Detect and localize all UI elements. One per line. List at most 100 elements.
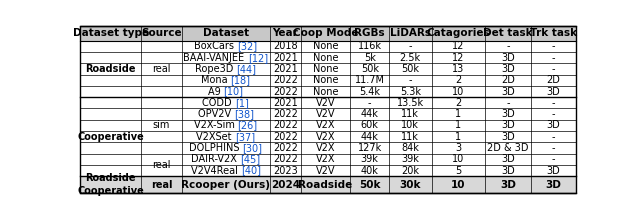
Text: [10]: [10] xyxy=(223,87,244,97)
Text: 2022: 2022 xyxy=(273,132,298,142)
Text: V2X-Sim: V2X-Sim xyxy=(193,120,237,130)
Text: 2021: 2021 xyxy=(273,98,298,108)
Text: 3D: 3D xyxy=(545,180,561,190)
Text: None: None xyxy=(313,41,339,51)
Text: 2022: 2022 xyxy=(273,75,298,85)
Text: 10: 10 xyxy=(452,87,465,97)
Text: 39k: 39k xyxy=(401,154,419,164)
Text: 2018: 2018 xyxy=(273,41,298,51)
Text: -: - xyxy=(408,75,412,85)
Text: Rope3D: Rope3D xyxy=(195,64,236,74)
Text: [44]: [44] xyxy=(236,64,257,74)
Text: V2XSet: V2XSet xyxy=(196,132,235,142)
Text: real: real xyxy=(152,160,171,170)
Text: 50k: 50k xyxy=(359,180,380,190)
Text: 13: 13 xyxy=(452,64,465,74)
Text: DOLPHINS: DOLPHINS xyxy=(189,143,243,153)
Text: 12: 12 xyxy=(452,53,465,63)
Text: 3D: 3D xyxy=(501,87,515,97)
Text: 2022: 2022 xyxy=(273,154,298,164)
Text: 2022: 2022 xyxy=(273,143,298,153)
Text: -: - xyxy=(552,41,555,51)
Text: 3D: 3D xyxy=(501,154,515,164)
Text: [32]: [32] xyxy=(237,41,257,51)
Text: real: real xyxy=(151,180,172,190)
Text: -: - xyxy=(552,109,555,119)
Text: 3D: 3D xyxy=(547,166,560,176)
Text: [26]: [26] xyxy=(237,120,258,130)
Text: [1]: [1] xyxy=(235,98,249,108)
Text: LiDARs: LiDARs xyxy=(390,28,431,38)
Text: -: - xyxy=(552,132,555,142)
Text: -: - xyxy=(552,143,555,153)
Text: [40]: [40] xyxy=(241,166,260,176)
Text: 2D: 2D xyxy=(547,75,560,85)
Text: 50k: 50k xyxy=(361,64,379,74)
Text: -: - xyxy=(552,154,555,164)
Text: V2X: V2X xyxy=(316,120,335,130)
Text: 84k: 84k xyxy=(401,143,419,153)
Text: Rcooper (Ours): Rcooper (Ours) xyxy=(181,180,270,190)
Bar xyxy=(80,176,576,193)
Text: 44k: 44k xyxy=(361,109,379,119)
Text: 3: 3 xyxy=(455,143,461,153)
Text: Dataset type: Dataset type xyxy=(73,28,148,38)
Text: 2022: 2022 xyxy=(273,87,298,97)
Text: 2D: 2D xyxy=(501,75,515,85)
Text: 3D: 3D xyxy=(547,87,560,97)
Text: 116k: 116k xyxy=(358,41,381,51)
Text: V2V4Real: V2V4Real xyxy=(191,166,241,176)
Text: 11.7M: 11.7M xyxy=(355,75,385,85)
Text: Coop Mode: Coop Mode xyxy=(293,28,358,38)
Text: 3D: 3D xyxy=(501,64,515,74)
Text: 2024: 2024 xyxy=(271,180,300,190)
Text: 2: 2 xyxy=(455,75,461,85)
Text: [38]: [38] xyxy=(234,109,254,119)
Text: 20k: 20k xyxy=(401,166,419,176)
Text: 2023: 2023 xyxy=(273,166,298,176)
Text: 127k: 127k xyxy=(358,143,382,153)
Text: -: - xyxy=(552,98,555,108)
Text: Source: Source xyxy=(141,28,182,38)
Text: V2X: V2X xyxy=(316,154,335,164)
Text: V2X: V2X xyxy=(316,132,335,142)
Text: -: - xyxy=(506,98,509,108)
Text: 30k: 30k xyxy=(399,180,421,190)
Text: 5: 5 xyxy=(455,166,461,176)
Text: 60k: 60k xyxy=(361,120,379,130)
Text: sim: sim xyxy=(153,120,170,130)
Text: [12]: [12] xyxy=(248,53,268,63)
Text: BoxCars: BoxCars xyxy=(194,41,237,51)
Text: DAIR-V2X: DAIR-V2X xyxy=(191,154,240,164)
Text: A9: A9 xyxy=(208,87,223,97)
Text: -: - xyxy=(408,41,412,51)
Text: 11k: 11k xyxy=(401,132,419,142)
Text: None: None xyxy=(313,64,339,74)
Text: 5.3k: 5.3k xyxy=(400,87,421,97)
Text: [30]: [30] xyxy=(243,143,262,153)
Text: 12: 12 xyxy=(452,41,465,51)
Text: [18]: [18] xyxy=(230,75,250,85)
Text: Dataset: Dataset xyxy=(203,28,249,38)
Text: 13.5k: 13.5k xyxy=(397,98,424,108)
Text: 2022: 2022 xyxy=(273,109,298,119)
Text: 2: 2 xyxy=(455,98,461,108)
Text: None: None xyxy=(313,53,339,63)
Text: -: - xyxy=(368,98,371,108)
Text: Mona: Mona xyxy=(201,75,230,85)
Text: Roadside: Roadside xyxy=(298,180,353,190)
Text: V2V: V2V xyxy=(316,109,335,119)
Text: 2.5k: 2.5k xyxy=(400,53,421,63)
Text: [45]: [45] xyxy=(240,154,260,164)
Text: None: None xyxy=(313,75,339,85)
Text: 44k: 44k xyxy=(361,132,379,142)
Text: 3D: 3D xyxy=(501,166,515,176)
Text: None: None xyxy=(313,87,339,97)
Text: 1: 1 xyxy=(455,120,461,130)
Text: 1: 1 xyxy=(455,109,461,119)
Text: 2D & 3D: 2D & 3D xyxy=(487,143,529,153)
Text: 3D: 3D xyxy=(547,120,560,130)
Text: 3D: 3D xyxy=(500,180,516,190)
Text: 3D: 3D xyxy=(501,109,515,119)
Text: 5.4k: 5.4k xyxy=(359,87,380,97)
